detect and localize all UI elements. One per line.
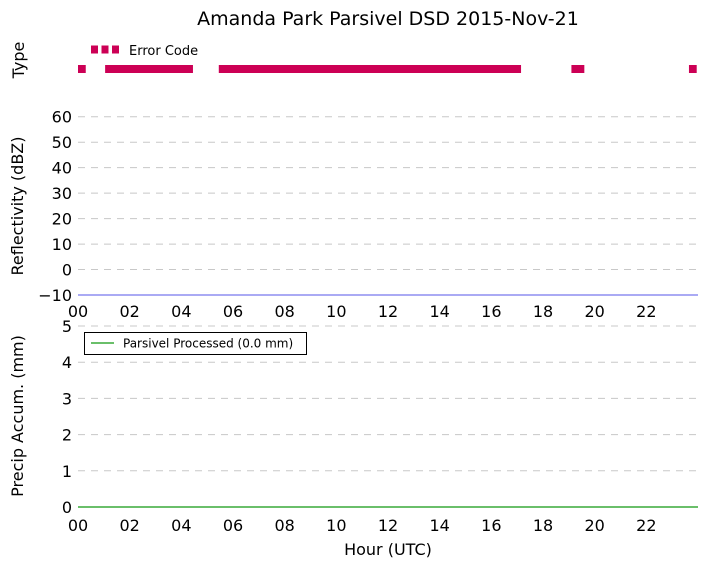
- error-code-legend-marker-2: [101, 45, 109, 54]
- type-panel: Type Error Code: [9, 42, 697, 80]
- p2-ytick-label-1: 50: [52, 133, 72, 152]
- p2-ytick-label-6: 0: [62, 261, 72, 280]
- error-code-legend-label: Error Code: [129, 44, 198, 59]
- error-code-legend-marker-3: [112, 45, 119, 54]
- p3-ytick-label-3: 2: [62, 426, 72, 445]
- p3-xtick-label-7: 14: [429, 516, 449, 535]
- p2-xtick-label-8: 16: [481, 302, 501, 321]
- p2-xtick-label-1: 02: [119, 302, 139, 321]
- p2-ytick-label-4: 20: [52, 210, 72, 229]
- error-code-bars: [78, 65, 697, 73]
- precip-legend-label: Parsivel Processed (0.0 mm): [123, 337, 293, 351]
- error-code-bar-3: [571, 65, 585, 73]
- precip-x-ticks: 00 02 04 06 08 10 12 14 16 18 20 22: [68, 516, 657, 535]
- p2-xtick-label-9: 18: [533, 302, 553, 321]
- error-code-bar-4: [688, 65, 697, 73]
- p2-xtick-label-7: 14: [429, 302, 449, 321]
- type-legend: Error Code: [91, 44, 198, 59]
- precip-axis-label: Precip Accum. (mm): [8, 335, 27, 497]
- p2-xtick-label-6: 12: [378, 302, 398, 321]
- error-code-bar-0: [78, 65, 86, 73]
- p2-xtick-label-3: 06: [223, 302, 243, 321]
- p2-xtick-label-5: 10: [326, 302, 346, 321]
- x-axis-label: Hour (UTC): [344, 540, 432, 559]
- p2-xtick-label-2: 04: [171, 302, 191, 321]
- p3-xtick-label-1: 02: [119, 516, 139, 535]
- p2-xtick-label-10: 20: [584, 302, 604, 321]
- error-code-bar-1: [105, 65, 193, 73]
- p3-xtick-label-6: 12: [378, 516, 398, 535]
- reflectivity-x-ticks: 00 02 04 06 08 10 12 14 16 18 20 22: [68, 302, 657, 321]
- p2-ytick-label-3: 30: [52, 184, 72, 203]
- p3-ytick-label-4: 1: [62, 462, 72, 481]
- p2-ytick-label-7: −10: [38, 286, 72, 305]
- p3-xtick-label-9: 18: [533, 516, 553, 535]
- p2-xtick-label-4: 08: [274, 302, 294, 321]
- p3-xtick-label-11: 22: [636, 516, 656, 535]
- error-code-legend-marker-1: [91, 45, 98, 54]
- p3-xtick-label-3: 06: [223, 516, 243, 535]
- precip-y-ticks: 5 4 3 2 1 0: [62, 317, 72, 517]
- error-code-bar-2: [218, 65, 522, 73]
- p2-ytick-label-2: 40: [52, 159, 72, 178]
- reflectivity-panel: Reflectivity (dBZ) 60 50 40 30 20 10 0 −10 00 02…: [8, 108, 698, 321]
- precip-legend-box: [84, 332, 307, 355]
- p2-ytick-label-0: 60: [52, 108, 72, 127]
- p3-ytick-label-0: 5: [62, 317, 72, 336]
- p3-ytick-label-1: 4: [62, 353, 72, 372]
- p3-xtick-label-0: 00: [68, 516, 88, 535]
- p2-xtick-label-0: 00: [68, 302, 88, 321]
- p3-xtick-label-4: 08: [274, 516, 294, 535]
- p3-ytick-label-5: 0: [62, 498, 72, 517]
- precip-legend: Parsivel Processed (0.0 mm): [84, 332, 307, 355]
- reflectivity-axis-label: Reflectivity (dBZ): [8, 137, 27, 276]
- p3-ytick-label-2: 3: [62, 389, 72, 408]
- p3-xtick-label-10: 20: [584, 516, 604, 535]
- reflectivity-gridlines: [78, 116, 698, 296]
- p2-ytick-label-5: 10: [52, 235, 72, 254]
- reflectivity-y-ticks: 60 50 40 30 20 10 0 −10: [38, 108, 72, 305]
- p3-xtick-label-5: 10: [326, 516, 346, 535]
- p2-xtick-label-11: 22: [636, 302, 656, 321]
- p3-xtick-label-8: 16: [481, 516, 501, 535]
- type-axis-label: Type: [9, 42, 28, 80]
- chart-title: Amanda Park Parsivel DSD 2015-Nov-21: [197, 8, 579, 30]
- p3-xtick-label-2: 04: [171, 516, 191, 535]
